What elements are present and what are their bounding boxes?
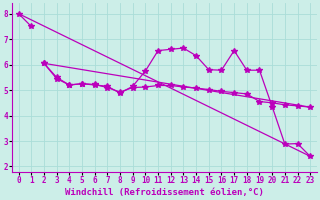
X-axis label: Windchill (Refroidissement éolien,°C): Windchill (Refroidissement éolien,°C): [65, 188, 264, 197]
